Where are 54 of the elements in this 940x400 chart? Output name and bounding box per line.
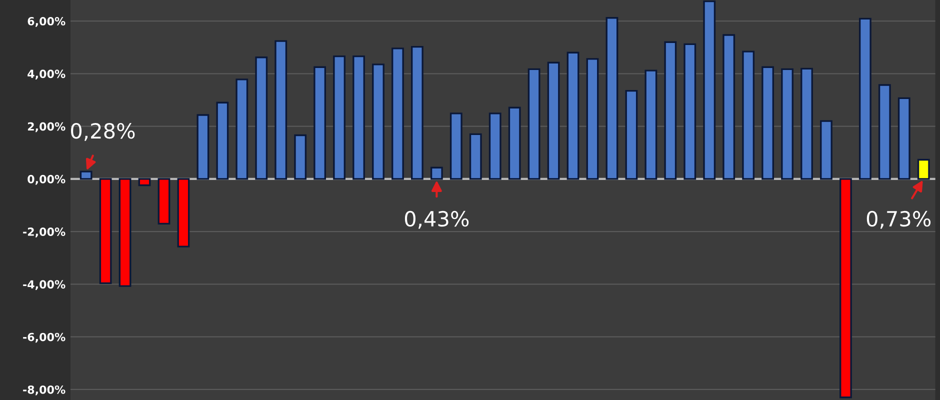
bar [800,68,813,180]
y-tick-label: -2,00% [23,228,66,238]
data-label: 0,43% [404,210,469,229]
y-tick-label: -6,00% [23,332,66,343]
y-tick-label: 4,00% [28,70,66,80]
bar [547,62,560,180]
data-label: 0,73% [866,210,931,229]
bar [314,66,326,180]
bar [488,112,502,180]
bar [684,43,696,180]
bar [372,64,384,180]
bar [450,112,462,180]
bar [430,166,443,180]
bar [644,70,658,180]
bar [606,17,618,180]
bar [469,133,482,180]
y-tick-label: 0,00% [28,174,66,185]
bar [158,178,170,225]
bar [236,78,248,180]
bar [898,97,910,180]
bar [528,68,540,180]
bar [177,178,190,248]
bar [586,58,599,180]
bar [625,90,638,180]
y-tick-label: 2,00% [28,122,66,132]
bar [703,0,716,180]
bar [118,178,132,287]
bar [196,114,210,180]
bar [820,120,832,180]
bar [664,41,677,180]
y-tick-label: -8,00% [23,385,66,396]
bar [216,102,229,180]
y-tick-label: 6,00% [28,17,66,27]
bar [840,178,852,398]
bar [333,55,346,180]
bar [255,56,268,180]
bar [508,106,521,180]
bar [566,52,580,180]
bar [878,84,891,180]
y-tick-label: -4,00% [23,280,66,290]
data-label: 0,28% [71,122,135,141]
bar [858,18,872,180]
bar [762,66,774,180]
bar [352,55,365,180]
bar [99,178,112,284]
bar [742,50,755,180]
bar [138,178,151,186]
bar [781,68,794,180]
bar [392,48,404,180]
bar [917,158,930,180]
bar [294,134,307,180]
bar [722,34,736,180]
bar [274,40,288,180]
bar [411,46,424,180]
